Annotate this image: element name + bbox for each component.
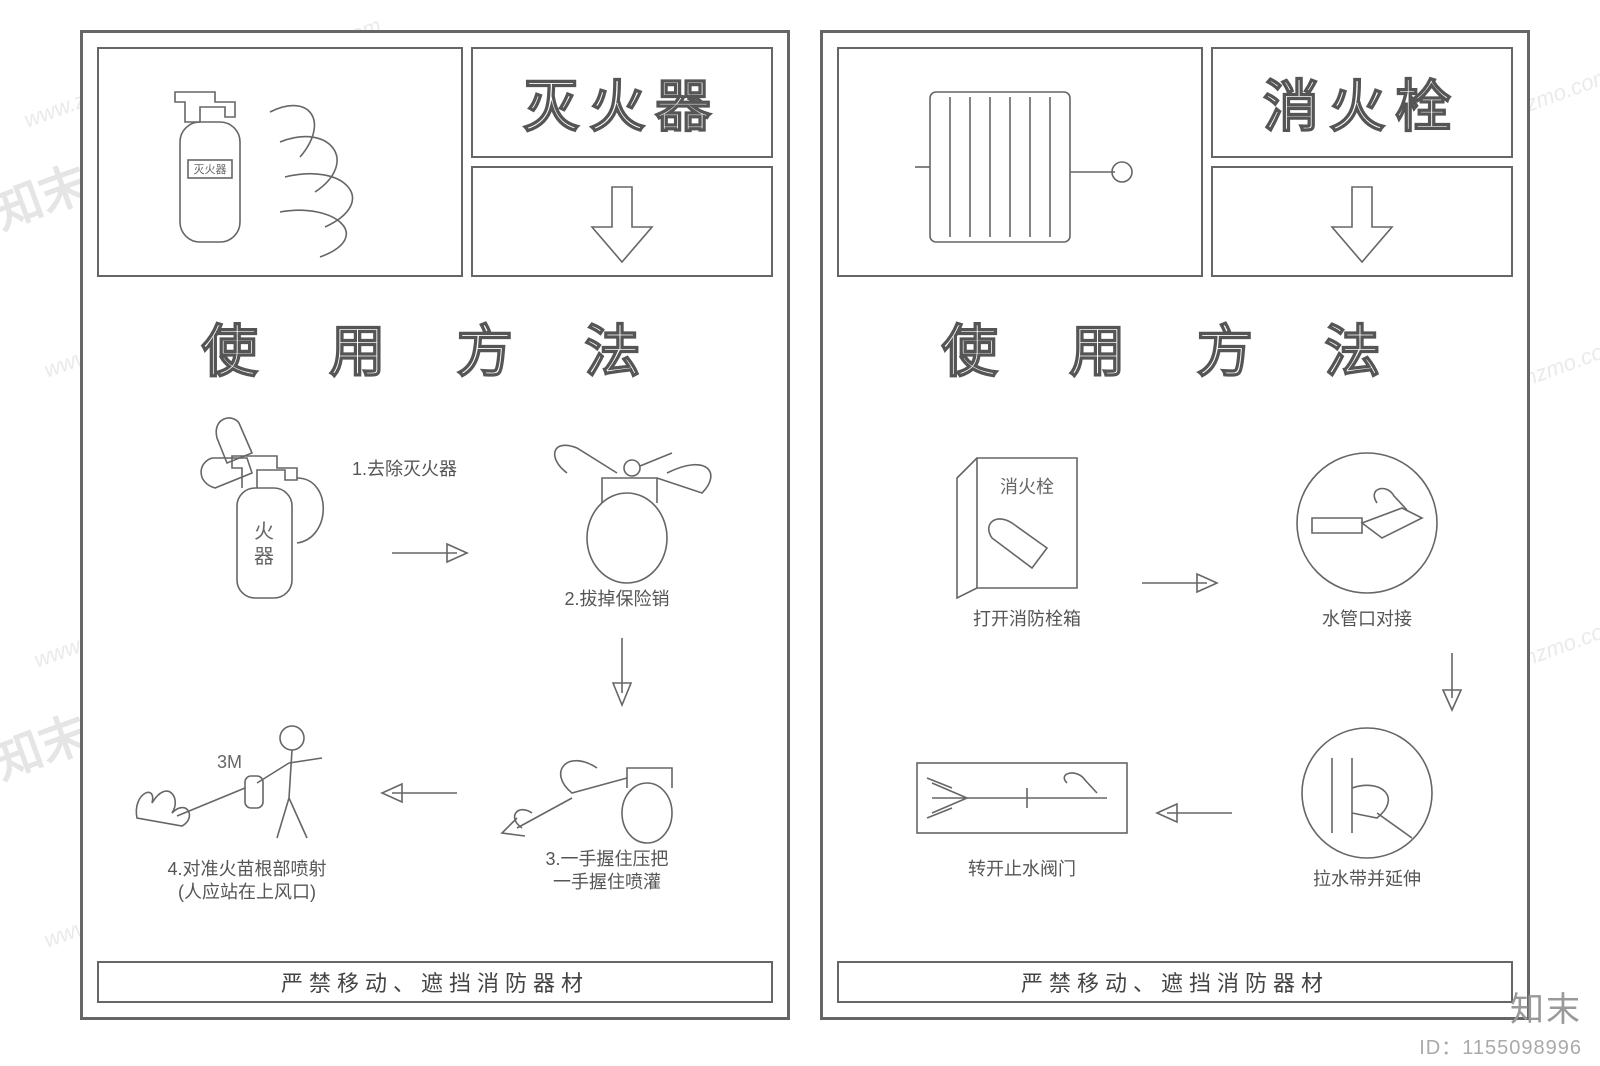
- hyd-step-4: 转开止水阀门: [897, 738, 1147, 881]
- hyd-step1-icon: 消火栓: [937, 438, 1117, 608]
- hyd-step-3: 拉水带并延伸: [1257, 718, 1477, 891]
- hyd-step-1: 消火栓 打开消防栓箱: [917, 438, 1137, 631]
- arrow-down-box: [1211, 166, 1513, 277]
- flow-arrow-left-icon: [1147, 798, 1237, 828]
- ext-inner-label: 灭火器: [194, 163, 227, 176]
- ext-step4-icon: 3M: [117, 698, 377, 858]
- stage: 灭火器 灭火器: [80, 30, 1530, 1020]
- panel-title: 灭火器: [523, 62, 721, 143]
- hyd-step2-label: 水管口对接: [1322, 608, 1412, 631]
- ext-body-char2: 器: [254, 546, 274, 568]
- extinguisher-flame-icon: 灭火器: [130, 62, 430, 262]
- panel-title: 消火栓: [1263, 62, 1461, 143]
- hyd-step1-label: 打开消防栓箱: [973, 608, 1081, 631]
- step-2: 2.拔掉保险销: [497, 418, 737, 611]
- flow-arrow-down-icon: [1437, 648, 1467, 718]
- footer-text: 严禁移动、遮挡消防器材: [281, 966, 589, 998]
- hose-reel-icon: [870, 62, 1170, 262]
- method-title: 使 用 方 法: [97, 307, 773, 388]
- panel-head: 消火栓: [837, 47, 1513, 277]
- flow-arrow-down-icon: [607, 633, 637, 713]
- source-id-block: 知末 ID：1155098996: [1419, 982, 1582, 1060]
- header-icon-box: 灭火器: [97, 47, 463, 277]
- hyd-box-label: 消火栓: [1000, 477, 1054, 497]
- ext-body-char1: 火: [254, 521, 274, 543]
- arrow-down-box: [471, 166, 773, 277]
- panel-extinguisher: 灭火器 灭火器: [80, 30, 790, 1020]
- footer-bar: 严禁移动、遮挡消防器材: [97, 961, 773, 1003]
- flow-arrow-right-icon: [1137, 568, 1227, 598]
- panel-hydrant: 消火栓 使 用 方 法 消火栓 打开消防栓箱: [820, 30, 1530, 1020]
- source-brand: 知末: [1419, 982, 1582, 1031]
- panel-head: 灭火器 灭火器: [97, 47, 773, 277]
- step-4: 3M 4.对准火苗根部喷射 (人应站在上风口): [117, 698, 377, 905]
- steps-area: 消火栓 打开消防栓箱 水管口对接: [837, 398, 1513, 961]
- title-box: 灭火器: [471, 47, 773, 158]
- arrow-down-icon: [582, 177, 662, 267]
- ext-step3-icon: [477, 718, 737, 848]
- step-3: 3.一手握住压把 一手握住喷灌: [467, 718, 747, 895]
- hyd-step4-label: 转开止水阀门: [968, 858, 1076, 881]
- header-icon-box: [837, 47, 1203, 277]
- flow-arrow-right-icon: [387, 538, 477, 568]
- steps-area: 火 器 1.去除灭火器: [97, 398, 773, 961]
- step4-label: 4.对准火苗根部喷射 (人应站在上风口): [167, 858, 326, 905]
- footer-text: 严禁移动、遮挡消防器材: [1021, 966, 1329, 998]
- ext-step1-icon: 火 器: [157, 408, 357, 608]
- step-1: 火 器: [127, 408, 387, 608]
- hyd-step3-icon: [1282, 718, 1452, 868]
- distance-label: 3M: [217, 752, 242, 772]
- step3-label: 3.一手握住压把 一手握住喷灌: [545, 848, 668, 895]
- hyd-step2-icon: [1282, 438, 1452, 608]
- ext-step2-icon: [507, 418, 727, 588]
- title-box: 消火栓: [1211, 47, 1513, 158]
- footer-bar: 严禁移动、遮挡消防器材: [837, 961, 1513, 1003]
- hyd-step4-icon: [907, 738, 1137, 858]
- step2-label: 2.拔掉保险销: [564, 588, 669, 611]
- step1-label: 1.去除灭火器: [352, 458, 457, 481]
- hyd-step3-label: 拉水带并延伸: [1313, 868, 1421, 891]
- source-id: ID：1155098996: [1419, 1031, 1582, 1060]
- arrow-down-icon: [1322, 177, 1402, 267]
- header-right: 灭火器: [471, 47, 773, 277]
- header-right: 消火栓: [1211, 47, 1513, 277]
- flow-arrow-left-icon: [372, 778, 462, 808]
- hyd-step-2: 水管口对接: [1257, 438, 1477, 631]
- method-title: 使 用 方 法: [837, 307, 1513, 388]
